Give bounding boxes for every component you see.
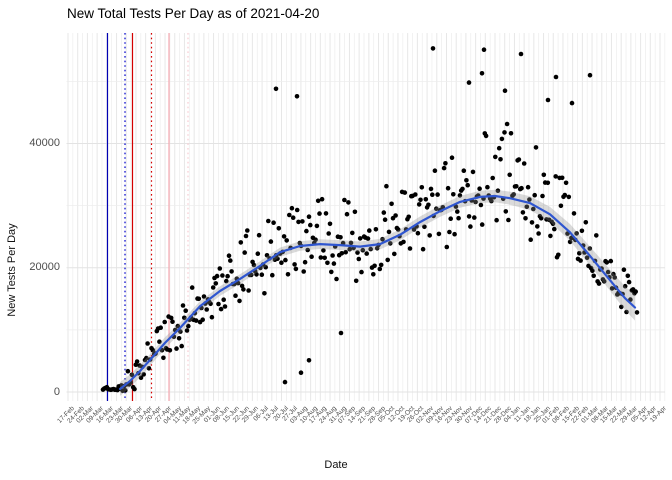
gridlines xyxy=(66,33,666,401)
chart-title: New Total Tests Per Day as of 2021-04-20 xyxy=(67,6,320,21)
smooth-trend-line xyxy=(118,194,637,391)
x-axis-title: Date xyxy=(324,459,348,471)
y-tick-label: 40000 xyxy=(29,137,60,149)
event-vlines xyxy=(106,33,189,401)
confidence-ribbon xyxy=(120,189,635,396)
y-tick-label: 0 xyxy=(53,385,60,398)
y-tick-label: 20000 xyxy=(29,261,60,274)
